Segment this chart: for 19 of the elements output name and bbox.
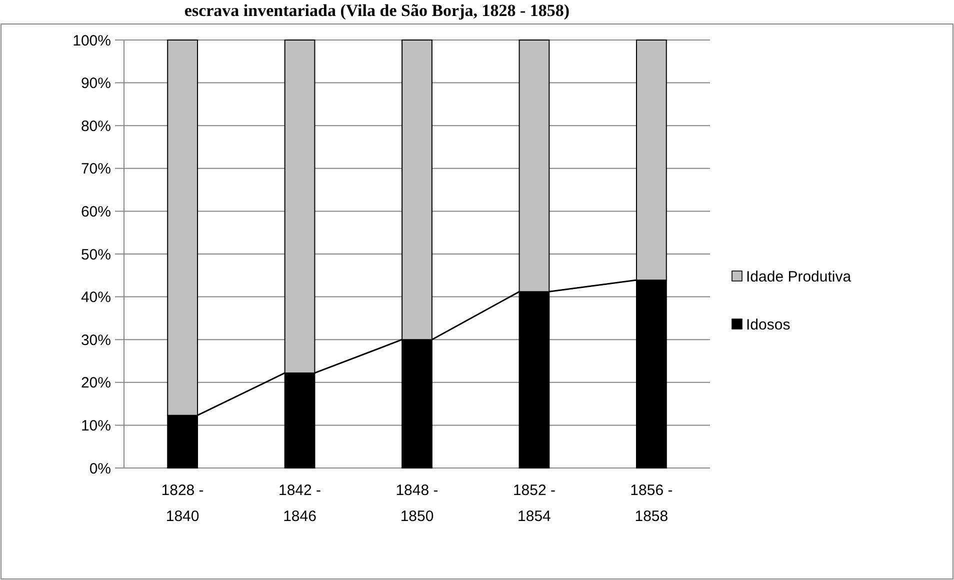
x-tick-label: 1848 - 1850 (396, 482, 438, 525)
y-tick-label: 30% (80, 332, 111, 349)
x-tick-label: 1828 - 1840 (161, 482, 204, 525)
x-tick-label: 1856 - 1858 (630, 482, 673, 525)
legend-label: Idade Produtiva (746, 268, 852, 286)
y-tick-label: 60% (80, 203, 111, 220)
y-tick-label: 10% (80, 417, 111, 434)
x-tick-label: 1842 - 1846 (278, 482, 322, 525)
y-tick-label: 100% (72, 32, 111, 50)
y-tick-label: 20% (80, 374, 111, 392)
chart-title: escrava inventariada (Vila de São Borja, 1828 - 1858) (184, 1, 570, 20)
x-tick-label: 1852 - 1854 (512, 482, 556, 525)
y-tick-label: 50% (80, 246, 111, 264)
y-tick-label: 0% (89, 460, 111, 478)
y-tick-label: 90% (80, 75, 111, 92)
y-tick-label: 40% (80, 289, 111, 306)
y-tick-label: 70% (80, 160, 111, 178)
legend-label: Idosos (746, 316, 790, 334)
y-tick-label: 80% (80, 118, 111, 135)
